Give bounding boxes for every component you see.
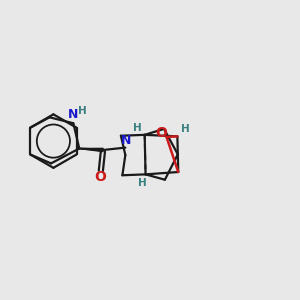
Text: H: H	[138, 178, 147, 188]
Text: N: N	[121, 134, 131, 147]
Text: N: N	[68, 108, 79, 122]
Text: O: O	[155, 126, 167, 140]
Polygon shape	[79, 148, 103, 152]
Text: H: H	[181, 124, 190, 134]
Text: H: H	[133, 123, 142, 133]
Text: H: H	[78, 106, 87, 116]
Text: O: O	[95, 170, 106, 184]
